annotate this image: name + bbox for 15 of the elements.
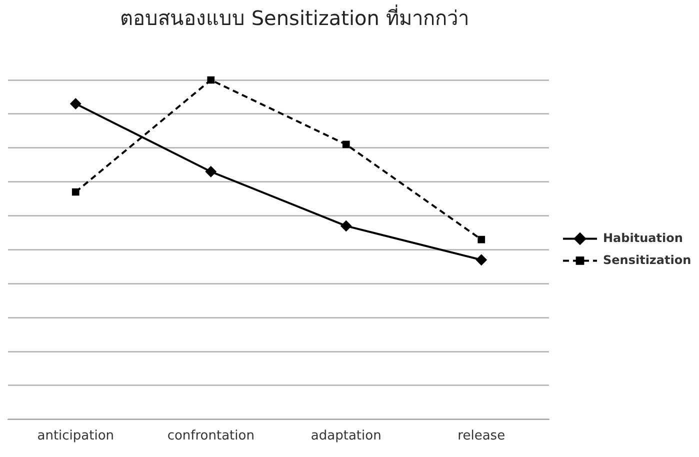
point bbox=[207, 76, 215, 84]
legend-label: Habituation bbox=[603, 230, 683, 245]
text: ตอบสนองแบบ Sensitization ที่มากกว่า bbox=[120, 4, 469, 32]
point bbox=[476, 254, 487, 266]
point bbox=[205, 166, 216, 178]
x-tick-label: release bbox=[458, 428, 506, 444]
x-tick-label: anticipation bbox=[37, 428, 114, 444]
x-tick-label: confrontation bbox=[167, 428, 254, 444]
point bbox=[70, 98, 82, 110]
point bbox=[342, 140, 350, 148]
legend-label: Sensitization bbox=[603, 252, 692, 267]
point bbox=[340, 220, 352, 232]
x-tick-label: adaptation bbox=[310, 428, 382, 444]
point bbox=[72, 188, 80, 196]
point bbox=[478, 236, 486, 244]
